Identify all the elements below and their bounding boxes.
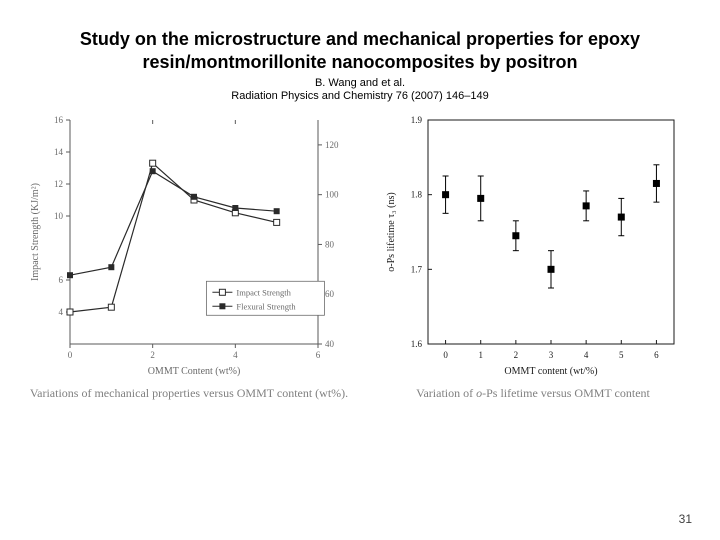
slide-number: 31 [679,512,692,526]
svg-text:Impact Strength (KJ/m²): Impact Strength (KJ/m²) [30,183,41,281]
figure-row: 02464610121416406080100120OMMT Content (… [0,102,720,401]
svg-text:6: 6 [316,350,321,360]
svg-text:OMMT Content (wt%): OMMT Content (wt%) [148,366,241,377]
svg-text:4: 4 [233,350,238,360]
svg-text:o-Ps lifetime τ₃ (ns): o-Ps lifetime τ₃ (ns) [386,192,397,271]
svg-text:1.6: 1.6 [411,339,423,349]
svg-text:60: 60 [325,289,335,299]
left-panel: 0 2 4 6 4 6 10 12 14 16 40 60 80 100 120 OMMT Content (… [24,110,354,401]
right-caption: Variation of o-Ps lifetime versus OMMT c… [416,386,650,401]
svg-text:2: 2 [150,350,155,360]
svg-text:12: 12 [54,179,63,189]
svg-text:6: 6 [654,350,659,360]
svg-text:Flexural Strength: Flexural Strength [236,301,296,311]
left-chart: 0 2 4 6 4 6 10 12 14 16 40 60 80 100 120 OMMT Content (… [24,110,354,380]
svg-text:4: 4 [59,307,64,317]
left-caption: Variations of mechanical properties vers… [30,386,348,401]
cap-pt0: Variation of [416,386,476,400]
svg-text:0: 0 [443,350,448,360]
svg-text:120: 120 [325,140,339,150]
svg-text:2: 2 [514,350,519,360]
svg-text:14: 14 [54,147,64,157]
svg-text:1.7: 1.7 [411,264,423,274]
svg-text:Impact Strength: Impact Strength [236,287,291,297]
svg-text:5: 5 [619,350,624,360]
authors-line: B. Wang and et al. [0,77,720,89]
svg-text:80: 80 [325,239,335,249]
svg-text:10: 10 [54,211,64,221]
svg-text:1.9: 1.9 [411,115,423,125]
svg-text:40: 40 [325,339,335,349]
svg-text:0: 0 [68,350,73,360]
svg-text:16: 16 [54,115,64,125]
right-panel: 0 1 2 3 4 5 6 1.6 1.7 1.8 1.9 OMMT content (wt/%) o-… [370,110,696,401]
svg-text:100: 100 [325,190,339,200]
citation-line: Radiation Physics and Chemistry 76 (2007… [0,90,720,102]
cap-pt2: -Ps lifetime versus OMMT content [482,386,650,400]
svg-text:1: 1 [478,350,483,360]
svg-text:4: 4 [584,350,589,360]
svg-text:OMMT content (wt/%): OMMT content (wt/%) [504,366,597,377]
svg-text:3: 3 [549,350,554,360]
svg-text:1.8: 1.8 [411,190,423,200]
slide-title: Study on the microstructure and mechanic… [0,0,720,75]
svg-text:6: 6 [59,275,64,285]
right-chart: 0 1 2 3 4 5 6 1.6 1.7 1.8 1.9 OMMT content (wt/%) o-… [378,110,688,380]
